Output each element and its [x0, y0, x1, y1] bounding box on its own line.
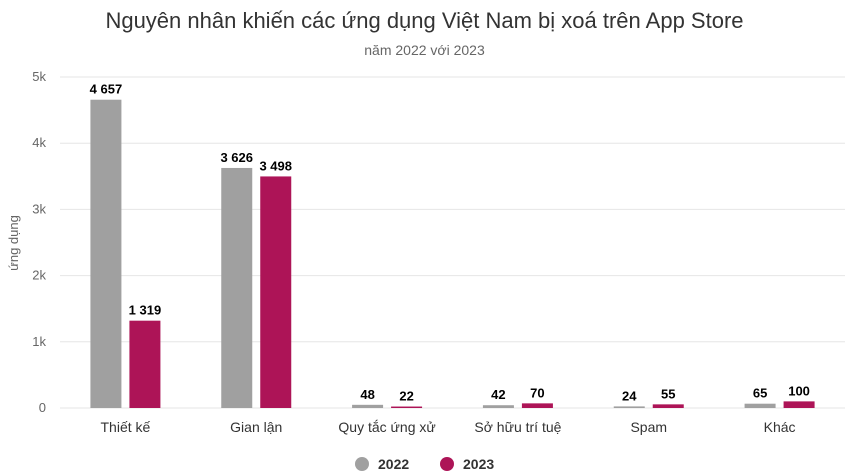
- bar-2023[interactable]: [652, 404, 684, 408]
- legend-item-2023[interactable]: 2023: [440, 456, 494, 472]
- x-axis-categories: Thiết kế Gian lận Quy tắc ứng xử Sở hữu trí…: [101, 419, 796, 435]
- x-category-label: Gian lận: [230, 419, 282, 435]
- data-label: 3 498: [259, 158, 292, 173]
- data-label: 24: [622, 388, 637, 403]
- bar-2022[interactable]: [613, 406, 645, 408]
- chart-title: Nguyên nhân khiến các ứng dụng Việt Nam …: [105, 8, 743, 33]
- chart-subtitle: năm 2022 với 2023: [364, 42, 485, 58]
- y-tick-label: 0: [39, 400, 46, 415]
- bar-2023[interactable]: [391, 406, 423, 408]
- data-label: 55: [661, 386, 675, 401]
- data-label: 3 626: [220, 150, 253, 165]
- legend-marker: [355, 457, 369, 471]
- data-label: 65: [753, 386, 767, 401]
- grid-lines: [60, 76, 845, 409]
- y-axis-ticks: 0 1k 2k 3k 4k 5k: [32, 69, 46, 415]
- x-category-label: Quy tắc ứng xử: [338, 419, 435, 435]
- bar-2023[interactable]: [129, 320, 161, 408]
- data-label: 70: [530, 385, 544, 400]
- x-category-label: Thiết kế: [101, 419, 151, 435]
- data-label: 48: [360, 387, 374, 402]
- bar-2022[interactable]: [482, 405, 514, 408]
- x-category-label: Sở hữu trí tuệ: [474, 419, 561, 435]
- bar-2022[interactable]: [744, 403, 776, 408]
- data-labels: 4 657 1 319 3 626 3 498 48 22 42 70 24 55 65 100: [88, 80, 811, 405]
- y-tick-label: 3k: [32, 201, 46, 216]
- legend-label: 2022: [378, 456, 409, 472]
- bars: [90, 99, 815, 408]
- legend-marker: [440, 457, 454, 471]
- legend-item-2022[interactable]: 2022: [355, 456, 409, 472]
- y-tick-label: 4k: [32, 135, 46, 150]
- data-label: 4 657: [90, 82, 123, 97]
- y-tick-label: 5k: [32, 69, 46, 84]
- legend-label: 2023: [463, 456, 494, 472]
- bar-2022[interactable]: [221, 167, 253, 408]
- data-label: 100: [788, 383, 810, 398]
- bar-2023[interactable]: [783, 401, 815, 408]
- y-tick-label: 1k: [32, 334, 46, 349]
- bar-2023[interactable]: [521, 403, 553, 408]
- data-label: 1 319: [129, 303, 162, 318]
- bar-2022[interactable]: [352, 404, 384, 408]
- legend[interactable]: 2022 2023: [355, 456, 494, 472]
- y-tick-label: 2k: [32, 268, 46, 283]
- x-category-label: Khác: [764, 419, 796, 435]
- x-category-label: Spam: [630, 419, 667, 435]
- bar-2022[interactable]: [90, 99, 122, 408]
- bar-2023[interactable]: [260, 176, 292, 408]
- data-label: 42: [491, 387, 505, 402]
- data-label: 22: [399, 389, 413, 404]
- y-axis-label: ứng dụng: [6, 215, 21, 271]
